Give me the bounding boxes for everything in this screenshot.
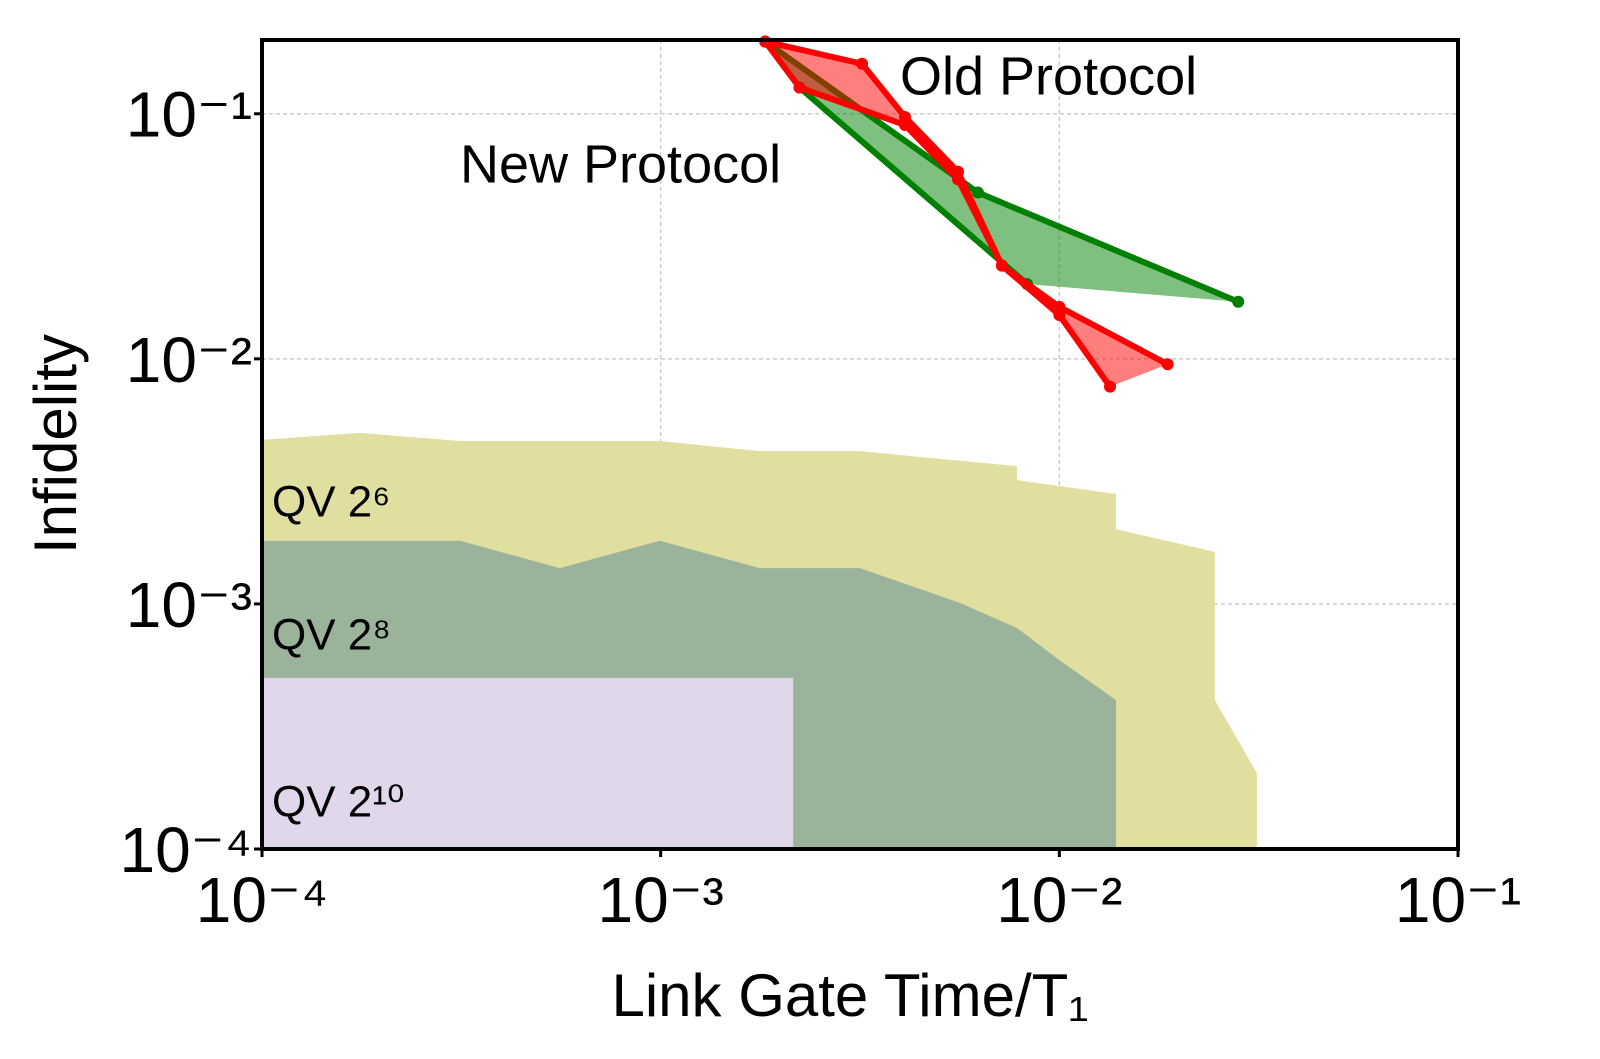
point [898, 118, 911, 131]
y-tick-label: 10⁻² [126, 324, 252, 396]
series-label: QV 2¹⁰ [272, 778, 405, 827]
plot-frame [260, 38, 1460, 851]
point [1104, 380, 1117, 393]
x-tick-label: 10⁻² [996, 864, 1122, 936]
plot-area [261, 35, 1459, 850]
series-label: New Protocol [460, 134, 781, 194]
point [793, 81, 806, 94]
x-axis-label: Link Gate Time/T₁ [611, 962, 1088, 1029]
series-label: Old Protocol [900, 46, 1197, 106]
series-label: QV 2⁸ [272, 611, 391, 660]
point [971, 186, 984, 199]
point [995, 259, 1008, 272]
point [856, 57, 869, 70]
point [952, 173, 965, 186]
point [1161, 358, 1174, 371]
y-tick-label: 10⁻³ [126, 569, 252, 641]
x-tick-label: 10⁻⁴ [196, 864, 328, 936]
point [1232, 295, 1245, 308]
band-fill [765, 41, 1239, 302]
x-tick-label: 10⁻³ [598, 864, 724, 936]
y-axis-label: Infidelity [22, 334, 89, 554]
point [1053, 308, 1066, 321]
band-fill [765, 41, 1168, 387]
y-tick-label: 10⁻¹ [126, 79, 252, 151]
series-label: QV 2⁶ [272, 478, 390, 527]
y-tick-label: 10⁻⁴ [120, 814, 252, 886]
x-tick-label: 10⁻¹ [1395, 864, 1521, 936]
region [262, 677, 794, 849]
